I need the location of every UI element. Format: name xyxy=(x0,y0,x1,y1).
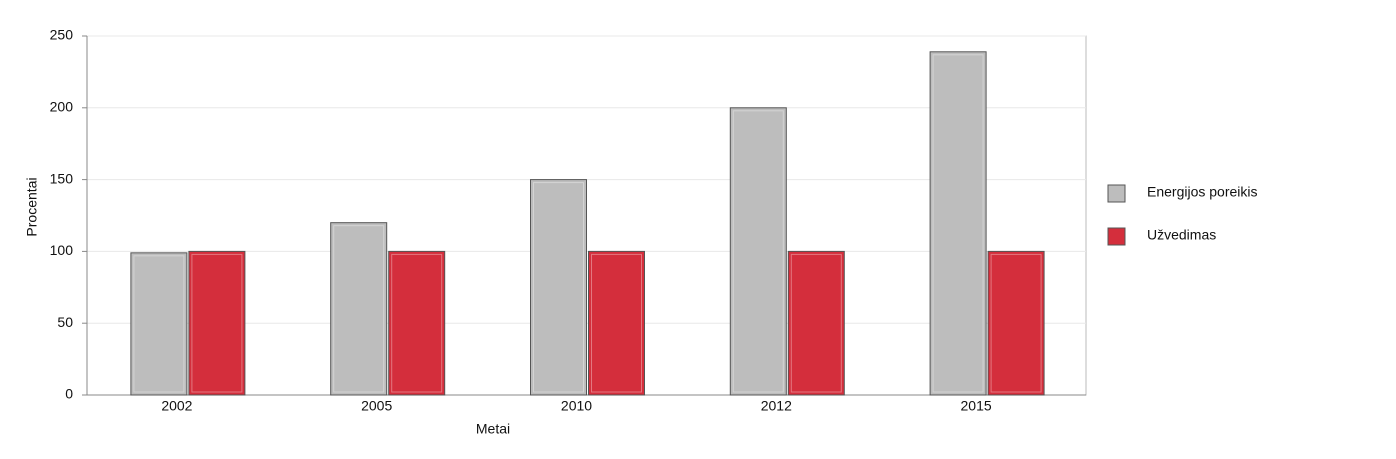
bar-bevel xyxy=(533,182,584,393)
legend-swatch xyxy=(1107,227,1126,246)
bar-bevel xyxy=(990,253,1042,393)
bar-bevel xyxy=(790,253,842,393)
bar xyxy=(130,252,188,396)
y-tick-label: 0 xyxy=(65,386,73,402)
bar xyxy=(188,250,246,396)
bar-bevel xyxy=(391,253,443,393)
bar xyxy=(388,250,446,396)
bar xyxy=(787,250,845,396)
bar xyxy=(987,250,1045,396)
x-tick-label: 2005 xyxy=(361,398,392,414)
legend-label: Užvedimas xyxy=(1147,227,1216,243)
legend-swatch xyxy=(1107,184,1126,203)
bar-bevel xyxy=(732,110,784,393)
bar-bevel xyxy=(191,253,243,393)
y-axis-label: Procentai xyxy=(24,177,40,236)
x-axis-label: Metai xyxy=(476,421,510,437)
bar-bevel xyxy=(333,225,385,393)
x-tick-label: 2002 xyxy=(161,398,192,414)
y-tick-label: 200 xyxy=(50,99,74,115)
bar xyxy=(588,250,645,396)
bar xyxy=(929,51,987,396)
y-tick-label: 250 xyxy=(50,27,74,43)
bar xyxy=(729,107,787,396)
bar xyxy=(330,222,388,396)
x-tick-label: 2010 xyxy=(561,398,592,414)
y-tick-label: 150 xyxy=(50,170,74,186)
y-tick-label: 50 xyxy=(57,314,73,330)
x-tick-label: 2015 xyxy=(961,398,992,414)
bar xyxy=(530,179,587,396)
bar-bevel xyxy=(932,54,984,393)
legend-label: Energijos poreikis xyxy=(1147,184,1258,200)
x-tick-label: 2012 xyxy=(761,398,792,414)
bar-bevel xyxy=(591,253,642,393)
bar-bevel xyxy=(133,255,185,393)
y-tick-label: 100 xyxy=(50,242,74,258)
